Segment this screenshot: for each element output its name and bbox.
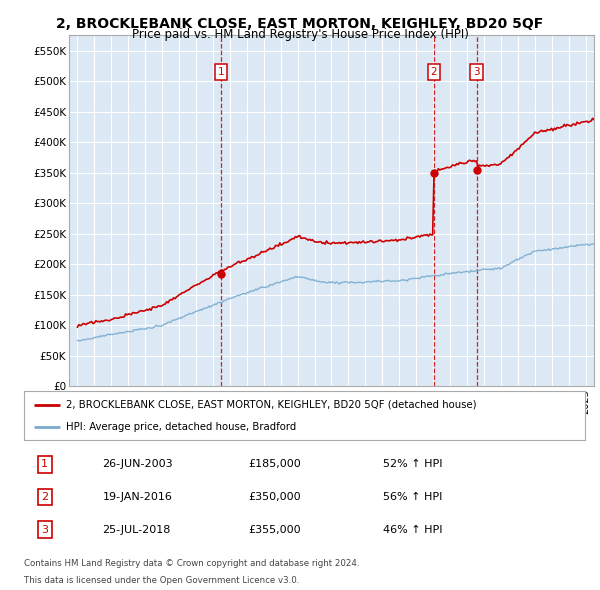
Text: 1: 1 [218, 67, 224, 77]
Text: Price paid vs. HM Land Registry's House Price Index (HPI): Price paid vs. HM Land Registry's House … [131, 28, 469, 41]
Text: 3: 3 [473, 67, 480, 77]
Text: 56% ↑ HPI: 56% ↑ HPI [383, 492, 442, 502]
Text: 19-JAN-2016: 19-JAN-2016 [103, 492, 172, 502]
Text: 3: 3 [41, 525, 48, 535]
Text: This data is licensed under the Open Government Licence v3.0.: This data is licensed under the Open Gov… [24, 576, 299, 585]
Text: 46% ↑ HPI: 46% ↑ HPI [383, 525, 443, 535]
Text: £355,000: £355,000 [248, 525, 301, 535]
Text: £350,000: £350,000 [248, 492, 301, 502]
Text: 52% ↑ HPI: 52% ↑ HPI [383, 460, 443, 469]
Text: 2, BROCKLEBANK CLOSE, EAST MORTON, KEIGHLEY, BD20 5QF (detached house): 2, BROCKLEBANK CLOSE, EAST MORTON, KEIGH… [66, 399, 476, 409]
Text: HPI: Average price, detached house, Bradford: HPI: Average price, detached house, Brad… [66, 422, 296, 432]
Text: 1: 1 [41, 460, 48, 469]
Text: 2: 2 [41, 492, 49, 502]
Text: 26-JUN-2003: 26-JUN-2003 [103, 460, 173, 469]
Text: £185,000: £185,000 [248, 460, 301, 469]
Text: Contains HM Land Registry data © Crown copyright and database right 2024.: Contains HM Land Registry data © Crown c… [24, 559, 359, 568]
Text: 2, BROCKLEBANK CLOSE, EAST MORTON, KEIGHLEY, BD20 5QF: 2, BROCKLEBANK CLOSE, EAST MORTON, KEIGH… [56, 17, 544, 31]
Text: 25-JUL-2018: 25-JUL-2018 [103, 525, 171, 535]
Text: 2: 2 [431, 67, 437, 77]
